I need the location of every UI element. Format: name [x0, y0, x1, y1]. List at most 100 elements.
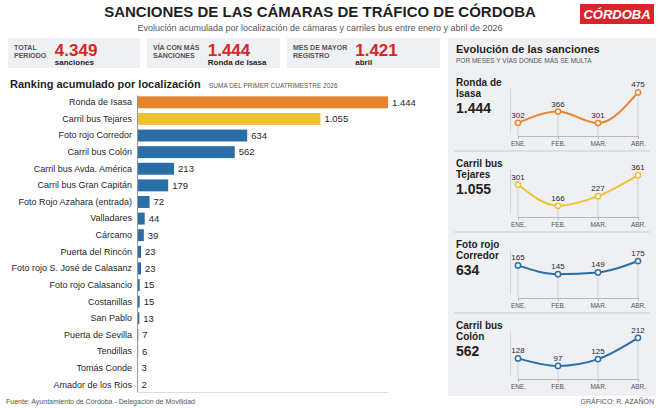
guides — [518, 92, 638, 136]
subtitle: Evolución acumulada por localización de … — [137, 23, 502, 33]
x-axis — [138, 392, 389, 393]
tick: ENE. — [511, 379, 526, 390]
tick-mark — [598, 217, 599, 220]
kpi-detail: abril — [355, 58, 372, 67]
line — [518, 92, 638, 123]
tick-label: Tomás Conde — [77, 363, 133, 373]
chart-subtitle: SUMA DEL PRIMER CUATRIMESTRE 2026 — [209, 82, 338, 89]
tick: ENE. — [511, 217, 526, 228]
kpi-label: TOTAL — [14, 44, 37, 51]
axis-line — [137, 96, 138, 393]
tick-label: ABR. — [631, 302, 646, 309]
kpi-label: SANCIONES — [153, 52, 195, 59]
tick: MAR. — [590, 217, 606, 228]
point — [595, 270, 600, 275]
tick-label: Carril bus Colón — [68, 147, 133, 157]
bar — [137, 196, 150, 208]
tick: Foto rojo Corredor — [59, 130, 138, 140]
line-title: Carril busTejares — [456, 158, 503, 180]
line-total: 634 — [456, 262, 480, 278]
tick: Amador de los Rios — [54, 380, 138, 390]
data-label: 179 — [172, 180, 188, 191]
tick-label: Tendillas — [97, 346, 133, 356]
tick-mark — [598, 136, 599, 139]
tick-mark — [518, 217, 519, 220]
tick: Carril bus Tejares — [62, 114, 137, 124]
panel-title: Evolución de las sanciones — [456, 43, 600, 55]
tick: San Pablo — [91, 313, 138, 323]
tick: Puerta de Sevilla — [64, 330, 137, 340]
axis-line — [519, 379, 639, 380]
x-axis: ENE.FEB.MAR.ABR. — [511, 136, 646, 147]
tick-label: ABR. — [631, 221, 646, 228]
data-labels: 12897125212 — [511, 326, 645, 363]
data-label: 125 — [591, 347, 605, 356]
bar — [137, 113, 320, 125]
tick: Carril bus Avda. América — [34, 164, 137, 174]
tick-label: MAR. — [590, 302, 606, 309]
line-total: 562 — [456, 343, 480, 359]
data-label: 2 — [141, 379, 146, 390]
tick-label: Cárcamo — [96, 230, 133, 240]
line-marks — [515, 258, 640, 276]
tick-mark — [598, 298, 599, 301]
kpi-box — [147, 38, 280, 68]
tick-label: Foto rojo Calasancio — [50, 280, 133, 290]
data-label: 6 — [142, 346, 147, 357]
guide — [518, 265, 519, 298]
guides — [518, 175, 638, 217]
bar — [137, 146, 235, 158]
tick-mark — [518, 379, 519, 382]
tick-mark — [598, 379, 599, 382]
tick-label: Foto Rojo Azahara (entrada) — [18, 197, 132, 207]
data-label: 15 — [144, 296, 155, 307]
guide — [558, 112, 559, 136]
guides — [518, 338, 638, 379]
point — [595, 357, 600, 362]
tick-label: MAR. — [590, 140, 606, 147]
tick-label: FEB. — [551, 302, 566, 309]
data-labels: 165145149175 — [511, 249, 645, 271]
data-label: 72 — [154, 196, 165, 207]
line — [518, 261, 638, 274]
tick: Foto Rojo Azahara (entrada) — [18, 197, 137, 207]
guide — [638, 175, 639, 217]
tick-mark — [558, 379, 559, 382]
data-label: 175 — [631, 249, 645, 258]
tick-mark — [558, 217, 559, 220]
data-label: 227 — [591, 184, 605, 193]
x-axis: ENE. FEB. MAR. ABR. — [511, 298, 646, 309]
line-marks — [515, 173, 640, 209]
tick: Tendillas — [97, 346, 137, 356]
line-title: Ronda deIsasa — [456, 77, 502, 99]
tick-label: Ronda de Isasa — [69, 97, 132, 107]
panel-subtitle: POR MESES Y VÍAS DONDE MÁS SE MULTA — [456, 56, 592, 64]
tick-label: ENE. — [511, 302, 526, 309]
logo: CÓRDOBA — [583, 7, 650, 22]
point — [635, 90, 640, 95]
point — [555, 272, 560, 277]
point — [515, 263, 520, 268]
axis-line — [519, 298, 639, 299]
tick: Ronda de Isasa — [69, 97, 137, 107]
tick-label: Costanillas — [88, 297, 133, 307]
data-label: 1.055 — [324, 113, 348, 124]
tick: Costanillas — [88, 297, 137, 307]
axis-line — [519, 217, 639, 218]
kpi-detail: sanciones — [55, 58, 95, 67]
tick: ABR. — [631, 379, 646, 390]
line — [518, 175, 638, 206]
axis-line — [519, 136, 639, 137]
guide — [558, 274, 559, 298]
tick-label: ABR. — [631, 383, 646, 390]
point — [595, 120, 600, 125]
tick-mark — [558, 298, 559, 301]
tick: ABR. — [631, 217, 646, 228]
tick-mark — [518, 136, 519, 139]
tick: FEB. — [551, 298, 566, 309]
kpi-label: REGISTRO — [293, 52, 330, 59]
data-label: 301 — [511, 173, 525, 182]
kpi-label: PERIODO — [14, 52, 47, 59]
kpi-box — [8, 38, 140, 68]
tick: Carril bus Gran Capitán — [38, 180, 138, 190]
